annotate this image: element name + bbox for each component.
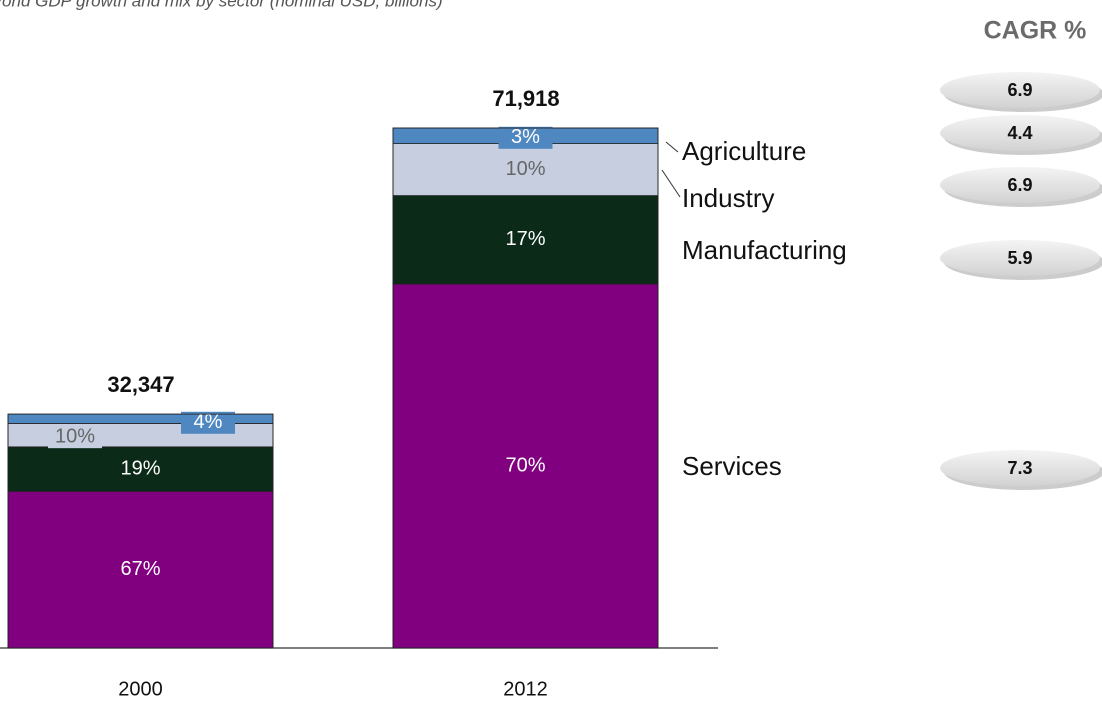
total-label: 32,347 [107, 372, 174, 397]
legend-label: Services [682, 451, 782, 481]
chart-title: World GDP growth and mix by sector (nomi… [0, 0, 443, 10]
cagr-pill [940, 167, 1100, 203]
value-label: 19% [120, 457, 160, 479]
cagr-value: 6.9 [1007, 175, 1032, 195]
bar-segment [7, 446, 274, 492]
bar-total [7, 413, 274, 649]
cagr-pill [940, 72, 1100, 108]
leader-line [661, 169, 681, 198]
x-tick-label: 2012 [503, 678, 548, 700]
cagr-title: CAGR % [984, 17, 1087, 45]
cagr-value: 6.9 [1007, 80, 1032, 100]
value-label: 67% [120, 558, 160, 580]
leader-line [665, 141, 679, 153]
cagr-value: 5.9 [1007, 248, 1032, 268]
total-label: 71,918 [492, 86, 559, 111]
value-label: 17% [505, 228, 545, 250]
cagr-pill [940, 240, 1100, 276]
x-tick-label: 2000 [118, 678, 163, 700]
label-box [181, 411, 235, 434]
value-label: 10% [505, 158, 545, 180]
label-box [498, 126, 553, 149]
legend-label: Manufacturing [682, 235, 847, 265]
value-label: 10% [55, 425, 95, 447]
bar-segment [392, 143, 659, 197]
legend-label: Industry [682, 183, 775, 213]
cagr-pill [940, 450, 1100, 486]
value-label: 3% [511, 126, 540, 148]
value-label: 4% [194, 411, 223, 433]
bar-total [392, 127, 659, 649]
value-label: 70% [505, 454, 545, 476]
cagr-value: 7.3 [1007, 458, 1032, 478]
cagr-value: 4.4 [1007, 123, 1032, 143]
label-box [48, 426, 102, 449]
legend-label: Agriculture [682, 136, 806, 166]
cagr-pill [940, 115, 1100, 151]
